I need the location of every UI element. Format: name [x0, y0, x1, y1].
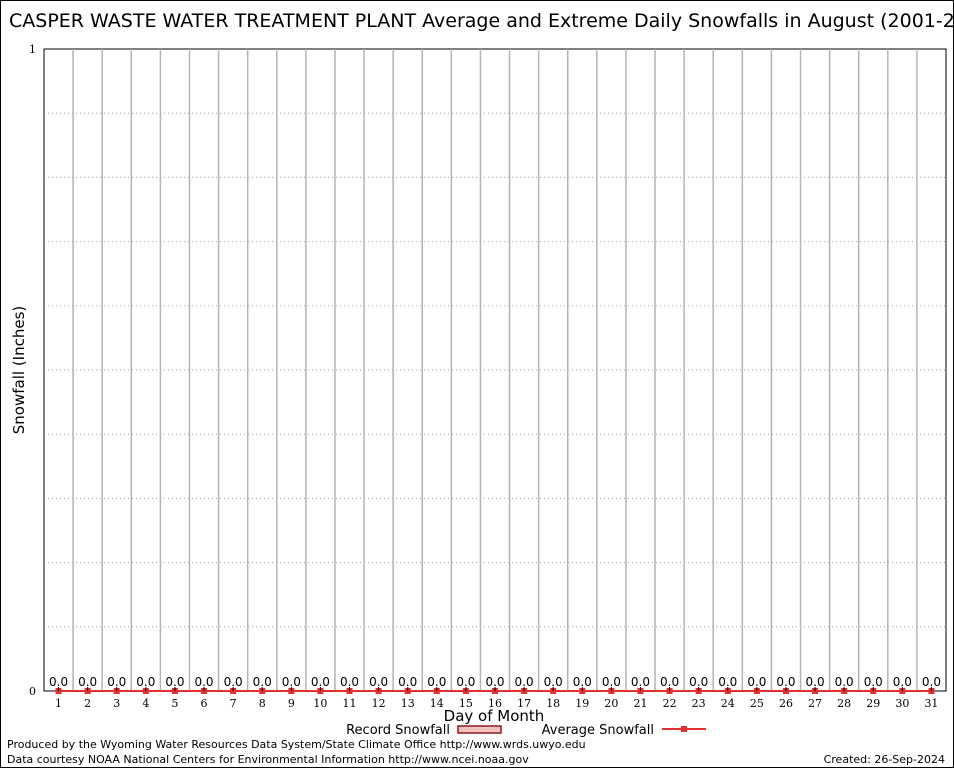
data-label: 0.0 [835, 675, 854, 689]
data-label: 0.0 [194, 675, 213, 689]
x-tick-label: 27 [808, 697, 822, 710]
x-tick-label: 4 [142, 697, 149, 710]
x-tick-label: 16 [488, 697, 502, 710]
data-label: 0.0 [806, 675, 825, 689]
x-axis-ticks: 1 2 3 4 5 6 7 8 9 10 11 12 13 14 15 16 17 18 19 20 21 22 23 24 2… [55, 687, 938, 710]
x-tick-label: 10 [313, 697, 327, 710]
x-tick-label: 20 [604, 697, 618, 710]
legend-average-label: Average Snowfall [542, 723, 654, 738]
x-tick-label: 22 [663, 697, 677, 710]
y-axis-ticks: 01 [29, 43, 36, 698]
data-label: 0.0 [340, 675, 359, 689]
data-label: 0.0 [136, 675, 155, 689]
data-label: 0.0 [573, 675, 592, 689]
data-label: 0.0 [602, 675, 621, 689]
data-label: 0.0 [718, 675, 737, 689]
x-tick-label: 29 [866, 697, 880, 710]
legend-record-swatch [457, 725, 502, 734]
x-tick-label: 24 [721, 697, 735, 710]
data-label: 0.0 [456, 675, 475, 689]
x-tick-label: 28 [837, 697, 851, 710]
x-tick-label: 11 [343, 697, 357, 710]
data-label: 0.0 [78, 675, 97, 689]
data-label: 0.0 [282, 675, 301, 689]
data-label: 0.0 [893, 675, 912, 689]
data-label: 0.0 [776, 675, 795, 689]
x-tick-label: 17 [517, 697, 531, 710]
data-label: 0.0 [864, 675, 883, 689]
data-label: 0.0 [49, 675, 68, 689]
legend-average-marker [681, 726, 687, 732]
x-tick-label: 5 [171, 697, 178, 710]
x-tick-label: 21 [633, 697, 647, 710]
data-label: 0.0 [515, 675, 534, 689]
data-label: 0.0 [369, 675, 388, 689]
data-label: 0.0 [689, 675, 708, 689]
data-label: 0.0 [544, 675, 563, 689]
y-axis-label: Snowfall (Inches) [10, 306, 28, 434]
footer-courtesy: Data courtesy NOAA National Centers for … [7, 753, 529, 766]
footer-produced-by: Produced by the Wyoming Water Resources … [7, 738, 586, 751]
y-tick-label: 0 [29, 685, 36, 698]
data-label: 0.0 [398, 675, 417, 689]
x-tick-label: 6 [201, 697, 208, 710]
x-tick-label: 31 [924, 697, 938, 710]
x-tick-label: 30 [895, 697, 909, 710]
x-tick-label: 9 [288, 697, 295, 710]
x-tick-label: 18 [546, 697, 560, 710]
legend: Record Snowfall Average Snowfall [346, 723, 706, 738]
x-tick-label: 19 [575, 697, 589, 710]
data-label: 0.0 [660, 675, 679, 689]
data-label: 0.0 [427, 675, 446, 689]
x-tick-label: 23 [692, 697, 706, 710]
x-tick-label: 1 [55, 697, 62, 710]
x-tick-label: 2 [84, 697, 91, 710]
x-tick-label: 14 [430, 697, 444, 710]
x-axis-label: Day of Month [444, 707, 545, 725]
chart-title: CASPER WASTE WATER TREATMENT PLANT Avera… [9, 10, 954, 32]
data-label: 0.0 [224, 675, 243, 689]
vertical-gridlines [72, 49, 918, 691]
data-label: 0.0 [747, 675, 766, 689]
data-label: 0.0 [107, 675, 126, 689]
data-label: 0.0 [485, 675, 504, 689]
x-tick-label: 12 [372, 697, 386, 710]
footer-created: Created: 26-Sep-2024 [824, 753, 945, 766]
data-label: 0.0 [631, 675, 650, 689]
data-label: 0.0 [253, 675, 272, 689]
x-tick-label: 26 [779, 697, 793, 710]
x-tick-label: 25 [750, 697, 764, 710]
data-label: 0.0 [165, 675, 184, 689]
x-tick-label: 13 [401, 697, 415, 710]
x-tick-label: 15 [459, 697, 473, 710]
x-tick-label: 8 [259, 697, 266, 710]
plot-area [43, 48, 947, 692]
data-labels: 0.0 0.0 0.0 0.0 0.0 0.0 0.0 0.0 0.0 0.0 0.0 0.0 0.0 0… [49, 675, 941, 689]
data-label: 0.0 [922, 675, 941, 689]
data-label: 0.0 [311, 675, 330, 689]
y-tick-label: 1 [29, 43, 36, 56]
x-tick-label: 3 [113, 697, 120, 710]
x-tick-label: 7 [230, 697, 237, 710]
legend-record-label: Record Snowfall [346, 723, 450, 738]
